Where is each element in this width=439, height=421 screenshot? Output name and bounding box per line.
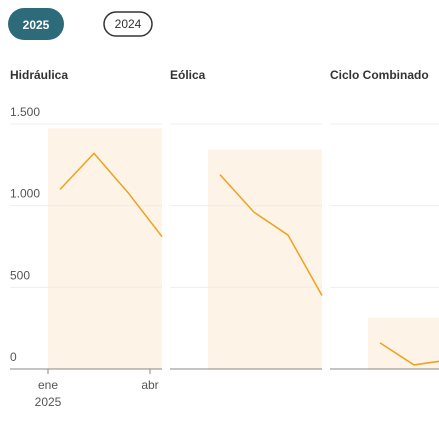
- button-selected[interactable]: [8, 8, 64, 40]
- button-label[interactable]: 2024: [115, 17, 142, 31]
- x-tick-label: abr: [141, 378, 158, 392]
- line: [379, 342, 439, 366]
- panel-title: Hidráulica: [10, 68, 68, 82]
- shade: [48, 128, 162, 369]
- x-tick-label: ene: [38, 378, 58, 392]
- panel-title: Ciclo Combinado: [330, 68, 429, 82]
- x-year-label: 2025: [35, 395, 62, 409]
- shade: [208, 149, 322, 369]
- shade: [368, 317, 439, 369]
- y-tick-label: 1.000: [10, 187, 40, 201]
- y-tick-label: 0: [10, 350, 17, 364]
- line: [59, 152, 163, 238]
- y-tick-label: 500: [10, 268, 30, 282]
- y-tick-label: 1.500: [10, 105, 40, 119]
- button[interactable]: [103, 11, 153, 37]
- line: [219, 174, 323, 296]
- button-label[interactable]: 2025: [23, 18, 50, 32]
- panel-title: Eólica: [170, 68, 206, 82]
